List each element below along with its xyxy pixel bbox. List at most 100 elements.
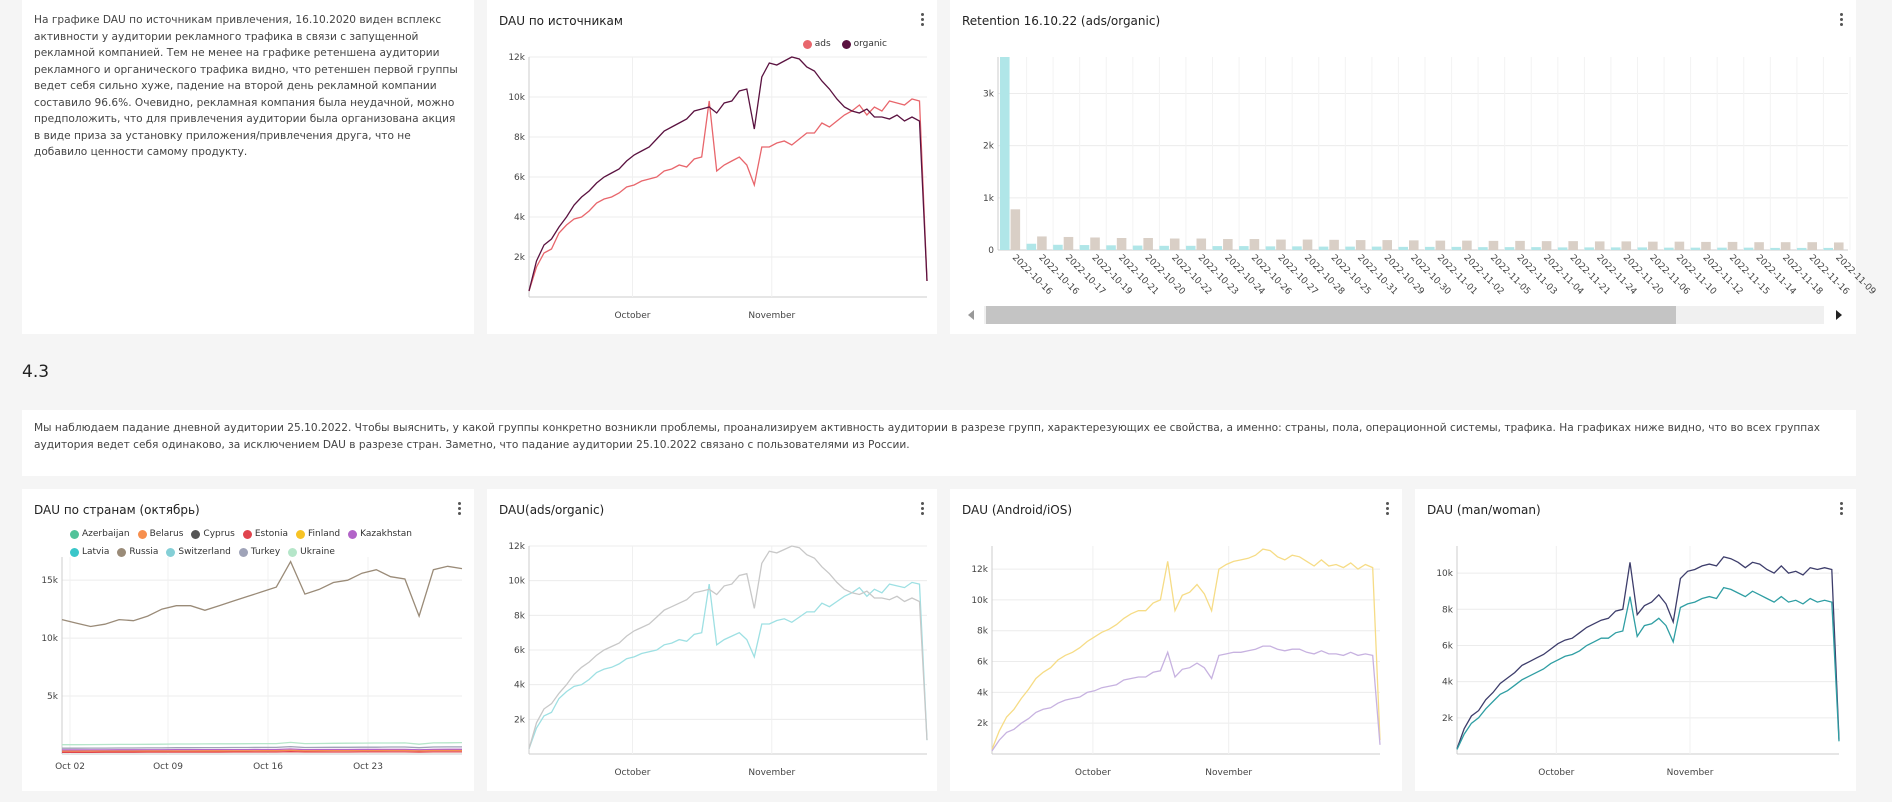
x-tick-label: Oct 23 — [353, 762, 383, 772]
y-tick-label: 6k — [1442, 641, 1454, 651]
menu-icon[interactable] — [1840, 13, 1844, 28]
legend-swatch — [70, 530, 79, 539]
legend-swatch — [137, 530, 147, 539]
bar-organic — [1143, 238, 1153, 250]
bar-ads — [1239, 246, 1249, 250]
legend-item-kazakhstan[interactable]: Kazakhstan — [348, 527, 412, 542]
bar-organic — [1754, 242, 1764, 250]
series-line-estonia — [62, 751, 462, 753]
menu-icon[interactable] — [921, 502, 925, 517]
y-tick-label: 2k — [1442, 714, 1454, 724]
x-tick-label: November — [1667, 768, 1714, 778]
bar-ads — [1371, 246, 1382, 250]
bar-ads — [1425, 246, 1435, 250]
y-tick-label: 10k — [508, 93, 525, 103]
y-tick-label: 12k — [508, 53, 525, 63]
legend-swatch — [238, 548, 248, 557]
bar-organic — [1010, 209, 1021, 250]
legend-item-latvia[interactable]: Latvia — [70, 545, 109, 560]
bar-ads — [1132, 245, 1143, 250]
chart-title: DAU (man/woman) — [1427, 503, 1541, 517]
legend-item-azerbaijan[interactable]: Azerbaijan — [70, 527, 130, 542]
bar-ads — [1478, 247, 1488, 250]
text-card-1: На графике DAU по источникам привлечения… — [22, 0, 474, 334]
bar-ads — [1717, 247, 1727, 250]
bar-ads — [1026, 243, 1037, 250]
legend-item-turkey[interactable]: Turkey — [238, 545, 281, 560]
chart-legend: ads organic — [802, 39, 895, 52]
menu-icon[interactable] — [1386, 502, 1390, 517]
y-tick-label: 0 — [988, 246, 994, 256]
series-line-belarus — [62, 749, 462, 752]
series-line-russia — [61, 560, 463, 628]
y-tick-label: 2k — [977, 719, 989, 729]
legend-swatch — [242, 530, 252, 539]
series-line-ukraine — [62, 741, 463, 746]
bar-ads — [1504, 247, 1515, 250]
bar-organic — [1648, 241, 1658, 250]
legend-label: Turkey — [250, 547, 281, 557]
scrollbar-thumb[interactable] — [986, 306, 1676, 324]
y-tick-label: 8k — [514, 133, 526, 143]
bar-ads — [1159, 245, 1169, 250]
legend-item-organic[interactable]: organic — [841, 39, 887, 49]
text-card-2: Мы наблюдаем падание дневной аудитории 2… — [22, 410, 1856, 476]
legend-item-russia[interactable]: Russia — [117, 545, 158, 560]
legend-item-switzerland[interactable]: Switzerland — [166, 545, 231, 560]
bar-organic — [1249, 239, 1260, 250]
bar-organic — [1435, 240, 1446, 250]
y-tick-label: 6k — [514, 173, 526, 183]
bar-ads — [1106, 245, 1116, 250]
bar-organic — [1834, 242, 1844, 250]
note-text-1: На графике DAU по источникам привлечения… — [34, 14, 458, 158]
legend-label: Russia — [129, 547, 159, 557]
card-dau-countries: DAU по странам (октябрь) Azerbaijan Belar… — [22, 489, 474, 791]
legend-item-finland[interactable]: Finland — [295, 527, 341, 542]
menu-icon[interactable] — [1840, 502, 1844, 517]
horizontal-scrollbar[interactable] — [968, 306, 1848, 324]
legend-label: Estonia — [254, 529, 288, 539]
legend-item-cyprus[interactable]: Cyprus — [191, 527, 235, 542]
bar-organic — [1621, 241, 1632, 250]
legend-label: Finland — [307, 529, 341, 539]
bar-ads — [1053, 244, 1063, 250]
series-line-ads — [528, 581, 928, 750]
bar-ads — [1185, 245, 1196, 250]
y-tick-label: 4k — [1442, 678, 1454, 688]
menu-icon[interactable] — [458, 502, 462, 517]
y-tick-label: 15k — [41, 576, 58, 586]
y-tick-label: 4k — [977, 688, 989, 698]
scroll-left-arrow-icon[interactable] — [968, 310, 974, 320]
chart-plot: 2k 4k 6k 8k 10k October November — [1436, 546, 1840, 778]
x-tick-label: October — [1075, 768, 1111, 778]
series-line-woman — [1456, 586, 1840, 750]
chart-plot: 2k 4k 6k 8k 10k 12k October November — [971, 546, 1381, 778]
bar-ads — [1796, 247, 1807, 250]
card-dau-gender: DAU (man/woman) 2k 4k 6k 8k 10k October Novemb… — [1415, 489, 1856, 791]
bar-organic — [1594, 241, 1605, 250]
bar-ads — [1690, 247, 1701, 250]
scroll-right-arrow-icon[interactable] — [1836, 310, 1842, 320]
y-tick-label: 8k — [977, 627, 989, 637]
bar-organic — [1462, 240, 1472, 250]
y-tick-label: 10k — [41, 634, 58, 644]
chart-plot: 2k 4k 6k 8k 10k 12k October November — [508, 542, 928, 778]
bar-organic — [1807, 242, 1817, 250]
legend-swatch — [117, 548, 127, 557]
y-tick-label: 3k — [983, 90, 995, 100]
legend-item-ukraine[interactable]: Ukraine — [288, 545, 335, 560]
series-line-ios — [991, 645, 1381, 752]
y-tick-label: 8k — [1442, 605, 1454, 615]
legend-item-belarus[interactable]: Belarus — [137, 527, 183, 542]
legend-item-ads[interactable]: ads — [802, 39, 831, 49]
y-tick-label: 2k — [514, 253, 526, 263]
bar-organic — [1568, 241, 1578, 250]
series-line-organic — [528, 545, 928, 749]
legend-swatch — [288, 548, 298, 557]
legend-item-estonia[interactable]: Estonia — [242, 527, 288, 542]
y-tick-label: 10k — [508, 577, 525, 587]
bar-organic — [1541, 241, 1552, 250]
menu-icon[interactable] — [921, 13, 925, 28]
bar-ads — [1265, 246, 1276, 250]
bar-organic — [1488, 240, 1499, 250]
